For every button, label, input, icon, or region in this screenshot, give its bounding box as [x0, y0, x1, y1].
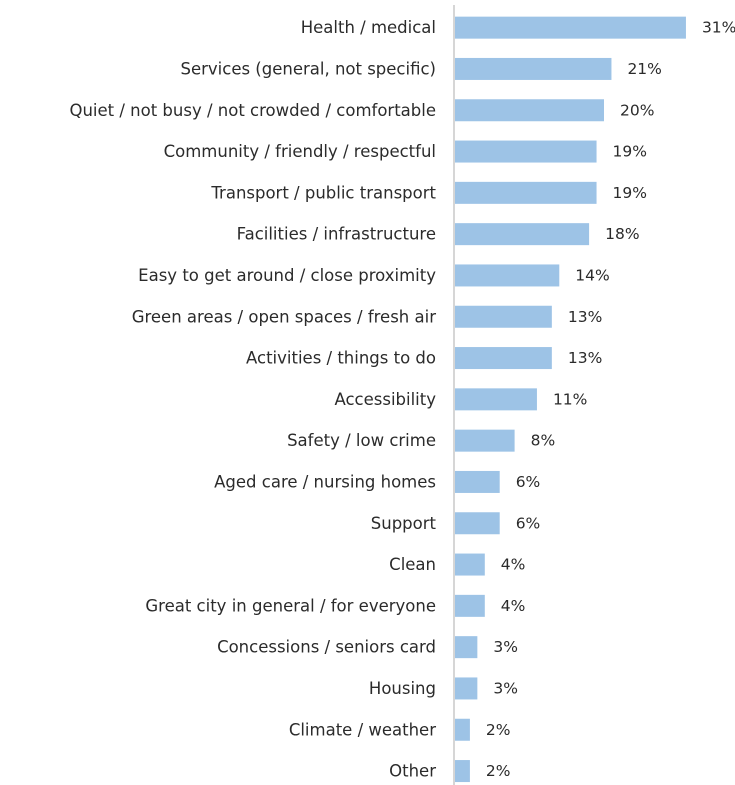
value-label: 2%	[486, 721, 511, 739]
category-label: Support	[371, 514, 437, 533]
category-label: Transport / public transport	[210, 183, 436, 202]
category-label: Climate / weather	[289, 720, 436, 739]
bar	[455, 636, 478, 659]
value-label: 4%	[501, 556, 526, 574]
bar	[455, 305, 552, 328]
bar	[455, 677, 478, 700]
category-label: Services (general, not specific)	[180, 59, 436, 78]
bar	[455, 264, 560, 287]
category-label: Aged care / nursing homes	[214, 472, 436, 491]
category-label: Great city in general / for everyone	[145, 596, 436, 615]
bar	[455, 760, 470, 783]
category-label: Quiet / not busy / not crowded / comfort…	[69, 101, 436, 120]
category-label: Housing	[369, 679, 436, 698]
value-label: 3%	[493, 679, 518, 697]
value-label: 13%	[568, 349, 602, 367]
value-label: 3%	[493, 638, 518, 656]
bar	[455, 140, 597, 163]
bar	[455, 99, 604, 122]
category-label: Safety / low crime	[287, 431, 436, 450]
category-label: Easy to get around / close proximity	[138, 266, 436, 285]
bars-group	[455, 16, 686, 783]
bar	[455, 470, 500, 493]
value-label: 14%	[575, 266, 609, 284]
bar	[455, 429, 515, 452]
value-label: 13%	[568, 308, 602, 326]
value-label: 2%	[486, 762, 511, 780]
bar	[455, 181, 597, 204]
category-label: Facilities / infrastructure	[237, 225, 436, 244]
bar	[455, 553, 485, 576]
category-label: Concessions / seniors card	[217, 638, 436, 657]
value-label: 6%	[516, 514, 541, 532]
value-label: 18%	[605, 225, 639, 243]
bar	[455, 57, 612, 80]
category-label: Other	[389, 762, 436, 781]
value-label: 6%	[516, 473, 541, 491]
bar	[455, 718, 470, 741]
value-label: 19%	[613, 184, 647, 202]
category-label: Accessibility	[334, 390, 436, 409]
value-label: 8%	[531, 432, 556, 450]
bar	[455, 16, 686, 39]
category-label: Health / medical	[301, 18, 436, 37]
category-label: Activities / things to do	[246, 349, 436, 368]
category-label: Community / friendly / respectful	[164, 142, 436, 161]
value-label: 4%	[501, 597, 526, 615]
value-labels-group: 31% 21% 20% 19% 19% 18% 14% 13% 13% 11% 8% 6% 6% 4% 4%…	[486, 19, 735, 780]
bar	[455, 223, 590, 246]
bar	[455, 512, 500, 535]
value-label: 19%	[613, 143, 647, 161]
value-label: 21%	[627, 60, 661, 78]
category-label: Green areas / open spaces / fresh air	[132, 307, 436, 326]
category-label: Clean	[389, 555, 436, 574]
category-labels-group: Health / medical Services (general, not s…	[69, 18, 436, 780]
value-label: 31%	[702, 19, 735, 37]
bar	[455, 594, 485, 617]
value-label: 11%	[553, 390, 587, 408]
value-label: 20%	[620, 101, 654, 119]
bar	[455, 347, 552, 370]
bar	[455, 388, 537, 411]
